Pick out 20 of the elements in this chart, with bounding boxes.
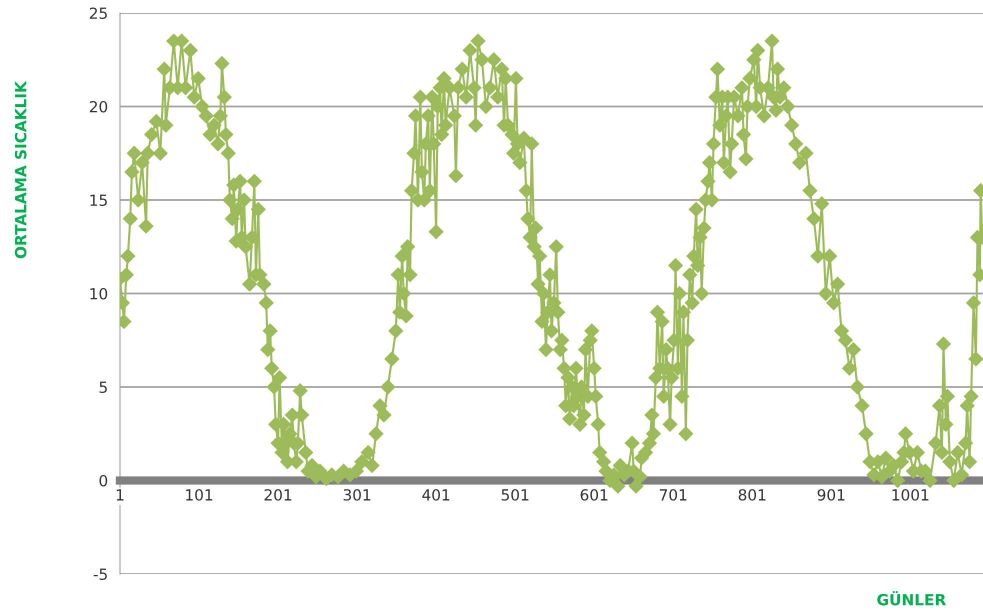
x-tick-label: 401: [422, 489, 450, 501]
x-tick-label: 801: [738, 489, 766, 501]
y-tick-label: 5: [100, 382, 107, 394]
x-tick-label: 1: [116, 489, 124, 500]
y-tick-label: 10: [90, 288, 108, 300]
y-tick-label: 0: [99, 474, 108, 487]
x-tick-label: 601: [580, 489, 608, 501]
y-axis-title: ORTALAMA SICAKLIK: [14, 80, 26, 258]
x-axis-title: GÜNLER: [877, 591, 946, 606]
x-tick-label: 1001: [892, 489, 928, 501]
y-tick-label: 15: [90, 194, 107, 206]
x-tick-label: 901: [818, 489, 844, 501]
x-tick-label: 701: [660, 489, 686, 501]
y-tick-label: 20: [90, 100, 108, 113]
x-tick-label: 501: [502, 489, 528, 501]
y-tick-label: -5: [94, 568, 107, 580]
x-tick-label: 101: [186, 489, 212, 501]
y-tick-label: 25: [90, 7, 107, 20]
x-tick-label: 301: [344, 489, 370, 501]
x-tick-label: 201: [264, 489, 292, 501]
